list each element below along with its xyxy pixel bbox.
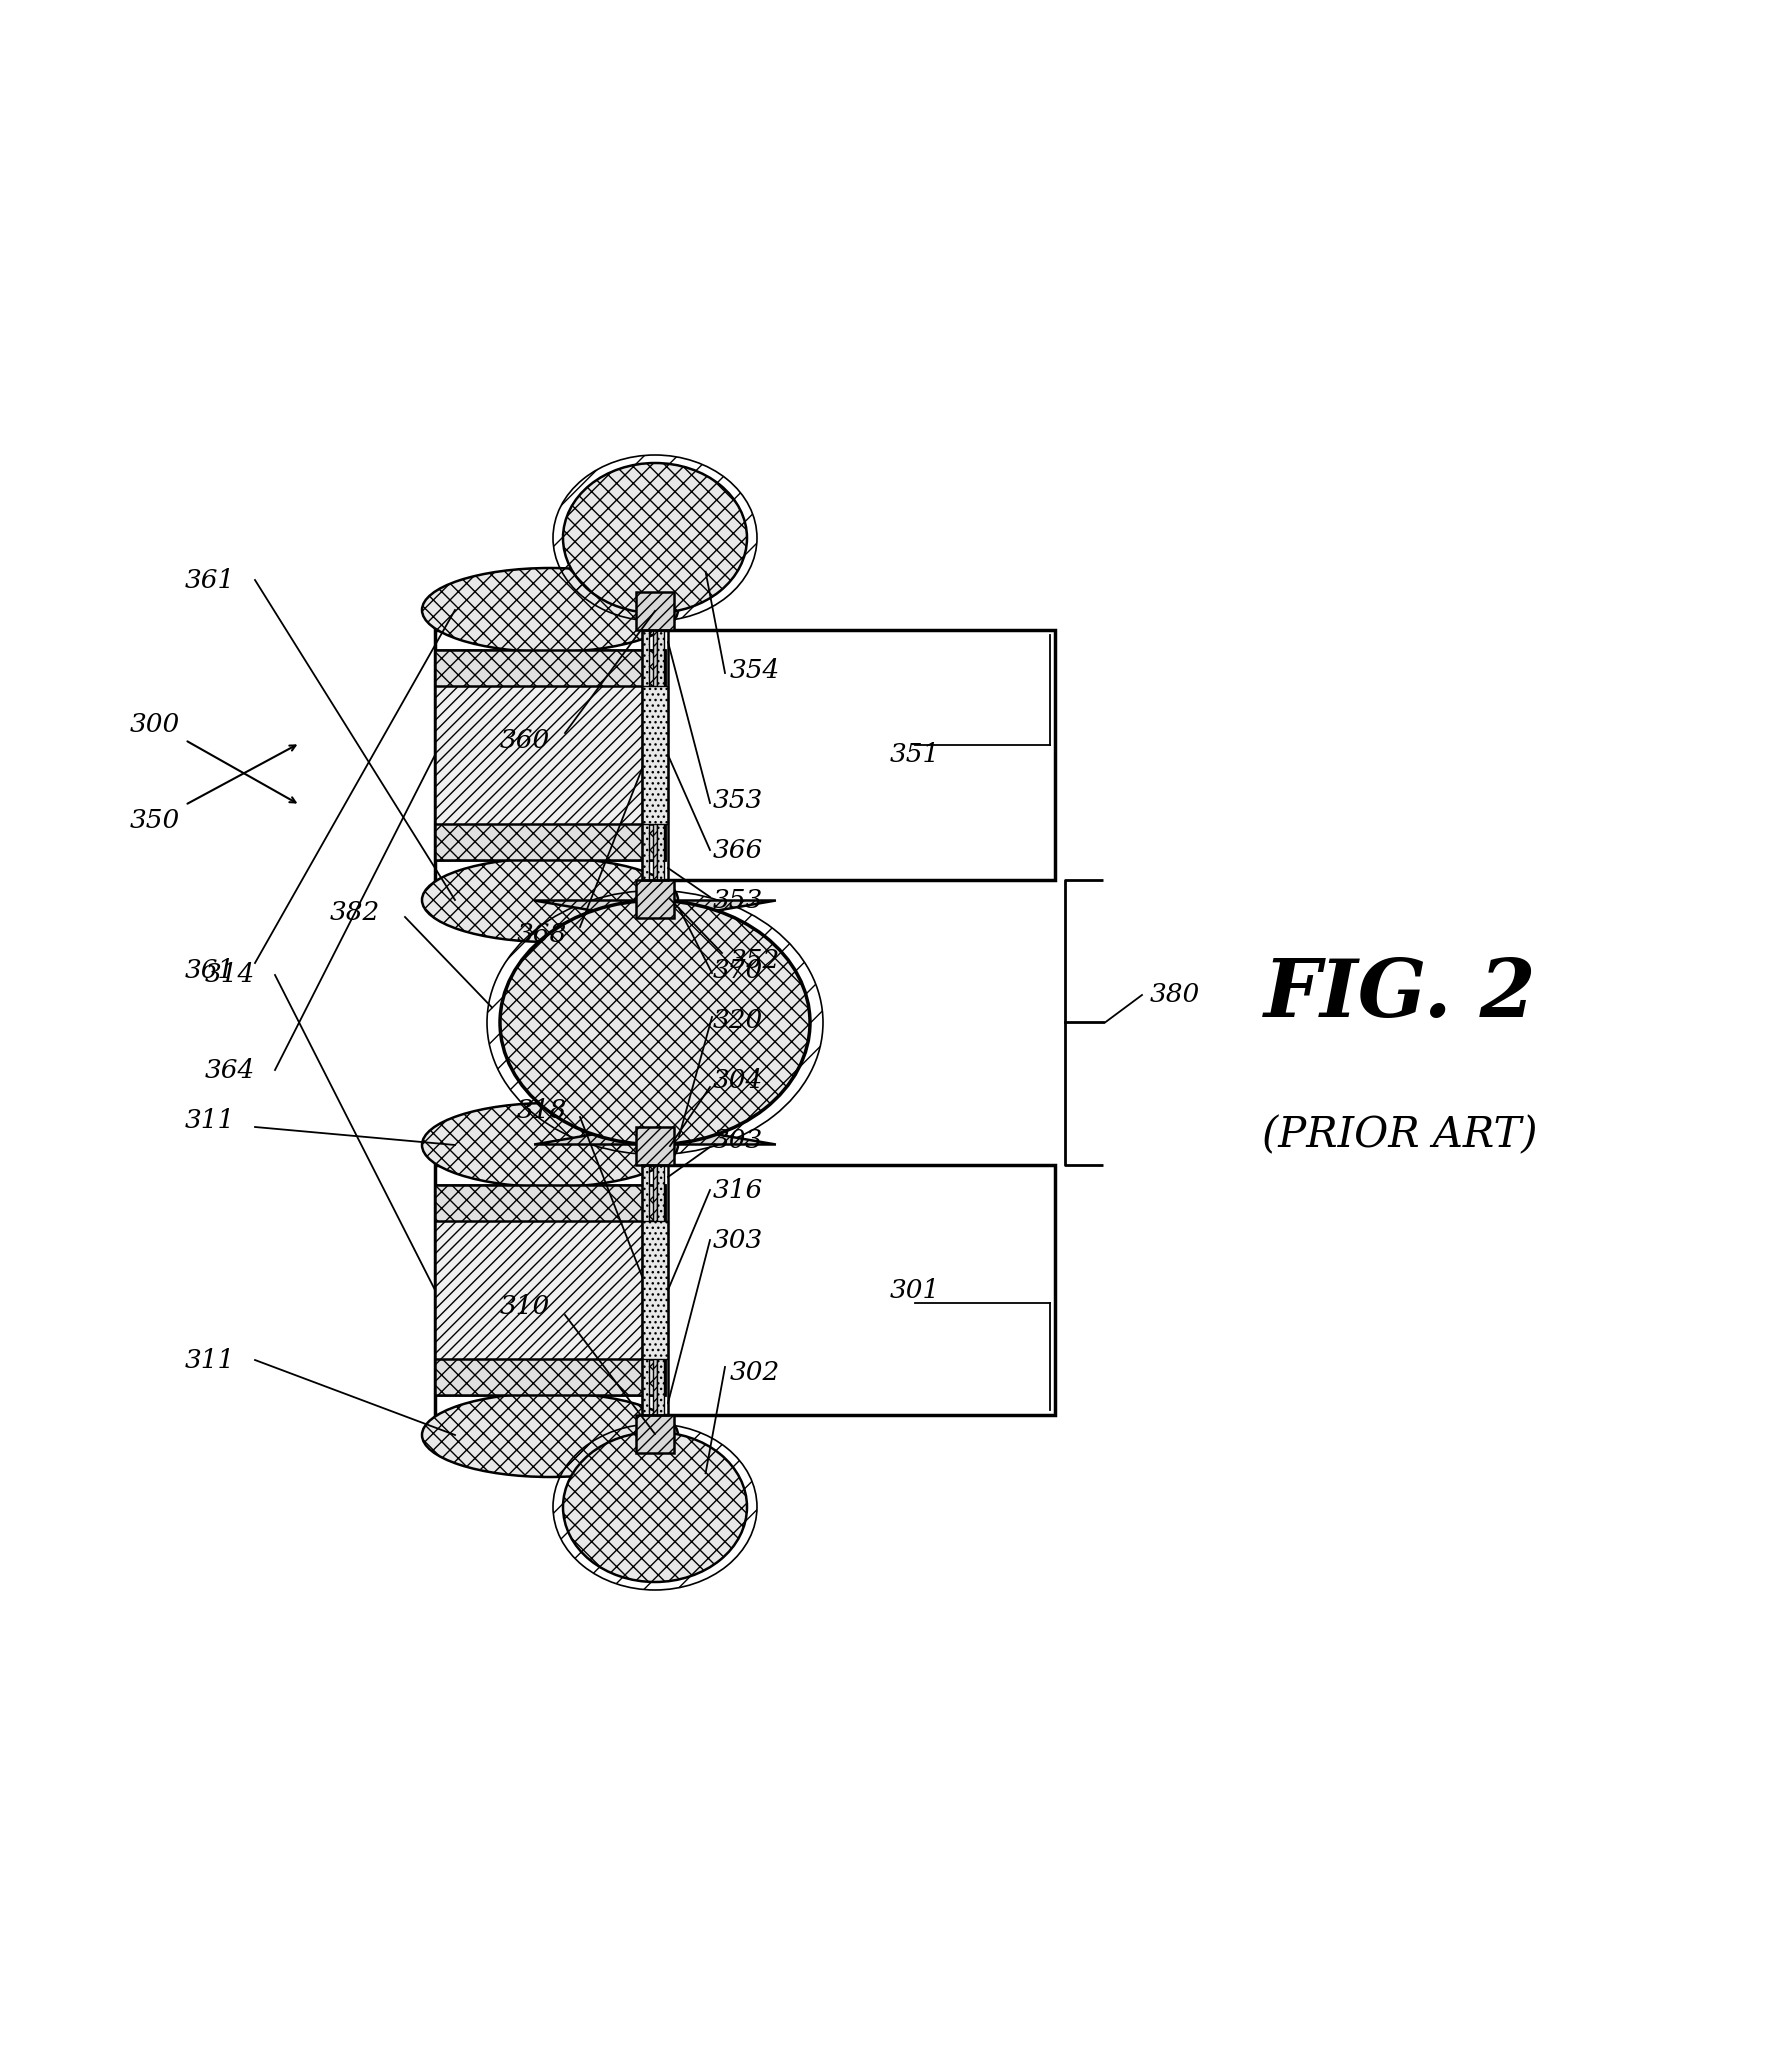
Text: 301: 301 [891, 1278, 941, 1303]
Text: 366: 366 [713, 838, 763, 863]
Bar [435, 824, 665, 861]
Bar [435, 1166, 1055, 1415]
Text: 303: 303 [713, 1227, 763, 1252]
Ellipse shape [421, 859, 677, 943]
Text: 368: 368 [516, 922, 566, 947]
Bar [435, 650, 665, 685]
Text: 380: 380 [1150, 982, 1201, 1008]
Bar [642, 1221, 668, 1360]
Bar [642, 1166, 668, 1415]
Bar [642, 1166, 649, 1415]
Bar [435, 650, 665, 861]
Text: 361: 361 [185, 957, 235, 982]
Bar [435, 1184, 665, 1221]
Text: 303: 303 [713, 1127, 763, 1153]
Text: 318: 318 [516, 1098, 566, 1123]
Text: 351: 351 [891, 742, 941, 767]
Bar [642, 630, 668, 879]
Bar [652, 630, 658, 879]
Text: 354: 354 [729, 658, 780, 683]
Bar [636, 1127, 674, 1166]
Text: 364: 364 [204, 1057, 254, 1082]
Text: 382: 382 [330, 900, 380, 926]
Text: 310: 310 [500, 1294, 550, 1319]
Text: 352: 352 [729, 947, 780, 973]
Text: 311: 311 [185, 1108, 235, 1133]
Ellipse shape [421, 569, 677, 652]
Bar [435, 1184, 665, 1395]
Polygon shape [534, 1127, 776, 1145]
Ellipse shape [563, 462, 747, 614]
Text: 320: 320 [713, 1008, 763, 1033]
Text: 350: 350 [129, 808, 181, 832]
Bar [636, 879, 674, 918]
Text: 311: 311 [185, 1348, 235, 1372]
Bar [642, 630, 649, 879]
Bar [435, 1360, 665, 1395]
Text: 370: 370 [713, 957, 763, 982]
Text: 360: 360 [500, 728, 550, 753]
Text: (PRIOR ART): (PRIOR ART) [1262, 1115, 1538, 1155]
Text: 353: 353 [713, 888, 763, 912]
Ellipse shape [563, 1432, 747, 1583]
Polygon shape [534, 900, 776, 918]
Text: FIG. 2: FIG. 2 [1263, 957, 1536, 1035]
Bar [636, 591, 674, 630]
Ellipse shape [421, 1102, 677, 1186]
Bar [435, 630, 1055, 879]
Bar [658, 1166, 665, 1415]
Ellipse shape [421, 1393, 677, 1476]
Ellipse shape [500, 900, 810, 1145]
Text: 353: 353 [713, 787, 763, 812]
Text: 304: 304 [713, 1067, 763, 1092]
Text: 302: 302 [729, 1360, 780, 1387]
Bar [636, 1415, 674, 1454]
Bar [652, 1166, 658, 1415]
Text: 361: 361 [185, 569, 235, 593]
Text: 300: 300 [129, 712, 181, 738]
Bar [642, 685, 668, 824]
Text: 314: 314 [204, 963, 254, 988]
Text: 316: 316 [713, 1178, 763, 1202]
Bar [658, 630, 665, 879]
